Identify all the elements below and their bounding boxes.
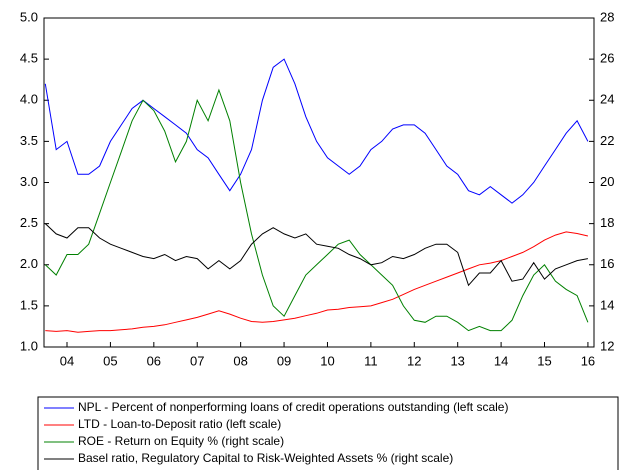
series-line (44, 223, 588, 287)
y-tick-label: 3.0 (20, 174, 38, 189)
y2-tick-label: 14 (600, 297, 614, 312)
x-tick-label: 16 (581, 353, 595, 368)
y2-tick-label: 24 (600, 92, 614, 107)
legend: NPL - Percent of nonperforming loans of … (44, 400, 508, 465)
x-tick-label: 13 (450, 353, 464, 368)
x-tick-label: 08 (233, 353, 247, 368)
y2-tick-label: 28 (600, 9, 614, 24)
series-line (45, 231, 589, 333)
plot-frame (43, 17, 595, 348)
y2-tick-label: 20 (600, 174, 614, 189)
series-line (44, 88, 589, 332)
x-tick-label: 09 (277, 353, 291, 368)
y-tick-label: 3.5 (20, 133, 38, 148)
x-tick-label: 14 (494, 353, 508, 368)
y2-tick-label: 16 (600, 256, 614, 271)
series-line (44, 58, 589, 204)
y-tick-label: 5.0 (20, 9, 38, 24)
legend-label: LTD - Loan-to-Deposit ratio (left scale) (78, 417, 281, 431)
y2-tick-label: 18 (600, 215, 614, 230)
x-tick-label: 10 (320, 353, 334, 368)
y-tick-label: 1.5 (20, 297, 38, 312)
x-tick-label: 05 (103, 353, 117, 368)
x-tick-label: 04 (60, 353, 74, 368)
legend-label: NPL - Percent of nonperforming loans of … (78, 400, 508, 414)
y-tick-label: 4.5 (20, 51, 38, 66)
y-tick-label: 2.0 (20, 256, 38, 271)
y2-tick-label: 22 (600, 133, 614, 148)
y-tick-label: 4.0 (20, 92, 38, 107)
x-tick-label: 15 (537, 353, 551, 368)
x-tick-label: 06 (147, 353, 161, 368)
y-tick-label: 1.0 (20, 338, 38, 353)
x-tick-label: 12 (407, 353, 421, 368)
y-tick-label: 2.5 (20, 215, 38, 230)
legend-box (37, 396, 619, 475)
x-tick-label: 11 (364, 353, 378, 368)
y2-tick-label: 26 (600, 51, 614, 66)
legend-label: Basel ratio, Regulatory Capital to Risk-… (78, 451, 453, 465)
y2-tick-label: 12 (600, 338, 614, 353)
x-tick-label: 07 (190, 353, 204, 368)
legend-label: ROE - Return on Equity % (right scale) (78, 434, 284, 448)
